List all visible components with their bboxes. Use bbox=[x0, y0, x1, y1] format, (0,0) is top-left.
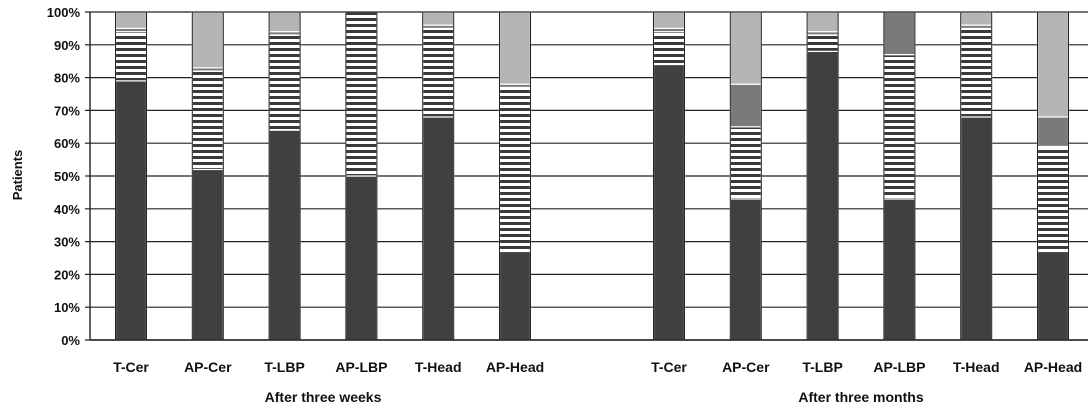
x-tick-label: T-Head bbox=[953, 359, 1000, 375]
x-tick-label: AP-Head bbox=[1024, 359, 1082, 375]
bar-segment bbox=[1036, 250, 1070, 341]
bar-segment bbox=[422, 27, 455, 118]
bar-segment bbox=[806, 50, 839, 341]
bar-segment bbox=[1036, 145, 1070, 253]
y-tick-label: 60% bbox=[54, 136, 80, 151]
bar-segment bbox=[422, 11, 455, 26]
bar-segment bbox=[191, 168, 224, 341]
bar-segment bbox=[652, 11, 686, 29]
axes bbox=[85, 11, 1088, 341]
x-tick-label: T-LBP bbox=[802, 359, 842, 375]
bar-segment bbox=[960, 27, 993, 118]
x-tick-label: AP-Head bbox=[486, 359, 544, 375]
bar-segment bbox=[652, 31, 686, 66]
bar-segment bbox=[498, 86, 532, 253]
bar-segment bbox=[114, 11, 148, 29]
bar-segment bbox=[268, 34, 301, 131]
x-tick-label: T-LBP bbox=[264, 359, 304, 375]
bar-segment bbox=[498, 11, 532, 85]
y-tick-label: 80% bbox=[54, 71, 80, 86]
x-tick-label: AP-Cer bbox=[722, 359, 770, 375]
gridlines bbox=[90, 11, 1088, 341]
x-tick-label: T-Head bbox=[415, 359, 462, 375]
group-label: After three weeks bbox=[265, 389, 382, 405]
y-tick-label: 100% bbox=[47, 5, 81, 20]
bar-segment bbox=[422, 116, 455, 341]
x-tick-label: T-Cer bbox=[651, 359, 687, 375]
bar-segment bbox=[345, 175, 378, 341]
bar-segment bbox=[729, 126, 762, 200]
bar-segment bbox=[729, 198, 762, 341]
y-tick-label: 0% bbox=[61, 333, 80, 348]
y-tick-label: 70% bbox=[54, 103, 80, 118]
bar-segment bbox=[498, 250, 532, 341]
y-tick-label: 90% bbox=[54, 38, 80, 53]
bar-segment bbox=[268, 129, 301, 341]
bar-segment bbox=[652, 63, 686, 341]
bar-segment bbox=[729, 11, 762, 85]
group-label: After three months bbox=[798, 389, 923, 405]
bar-segment bbox=[806, 34, 839, 52]
bar-segment bbox=[729, 83, 762, 128]
x-tick-label: AP-LBP bbox=[335, 359, 387, 375]
bar-segment bbox=[883, 198, 916, 341]
y-tick-label: 10% bbox=[54, 300, 80, 315]
bar-segment bbox=[883, 11, 916, 56]
bar-segment bbox=[1036, 116, 1070, 148]
bar-segment bbox=[1036, 11, 1070, 118]
x-tick-label: AP-LBP bbox=[873, 359, 925, 375]
y-tick-label: 50% bbox=[54, 169, 80, 184]
bar-segment bbox=[883, 54, 916, 200]
bar-segment bbox=[960, 11, 993, 26]
bar-segment bbox=[114, 31, 148, 82]
bar-segment bbox=[114, 80, 148, 341]
bar-segment bbox=[191, 11, 224, 69]
bar-segment bbox=[345, 11, 378, 177]
y-tick-label: 20% bbox=[54, 267, 80, 282]
y-tick-label: 30% bbox=[54, 235, 80, 250]
bar-segment bbox=[806, 11, 839, 33]
bars bbox=[114, 11, 1070, 341]
x-tick-label: T-Cer bbox=[113, 359, 149, 375]
bar-segment bbox=[960, 116, 993, 341]
bar-segment bbox=[268, 11, 301, 33]
bar-segment bbox=[191, 70, 224, 171]
x-tick-label: AP-Cer bbox=[184, 359, 232, 375]
y-axis-label: Patients bbox=[10, 150, 25, 201]
y-tick-label: 40% bbox=[54, 202, 80, 217]
labels: 0% 10% 20% 30% 40% 50% 60% 70% 80% 90% 100% T-Cer AP… bbox=[47, 5, 1082, 405]
